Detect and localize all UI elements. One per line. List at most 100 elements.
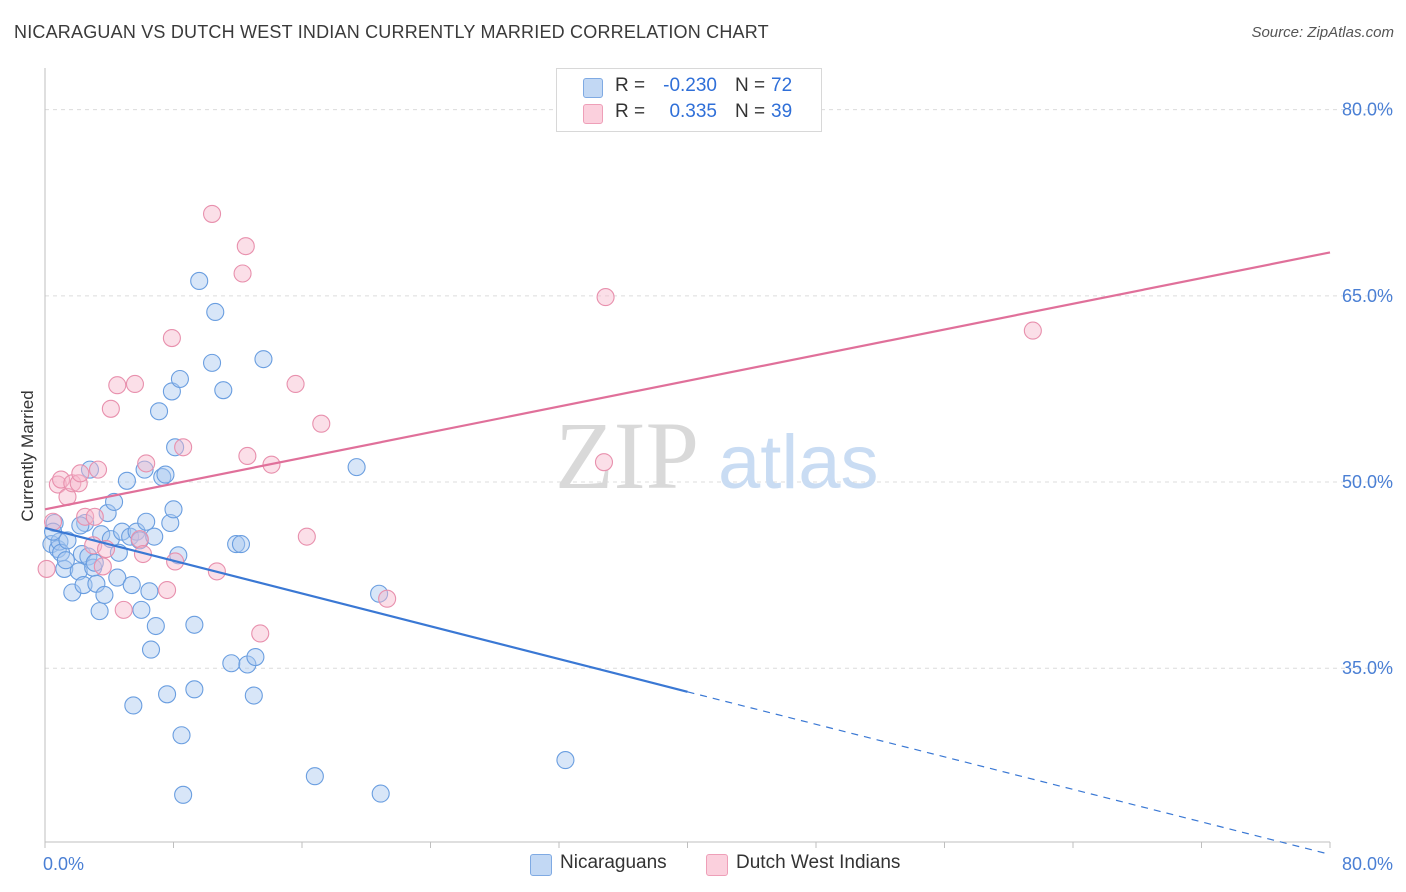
dutch-west-indians-point [378, 589, 397, 608]
nicaraguans-point [244, 686, 263, 705]
dutch-west-indians-point [93, 557, 112, 576]
legend-row-dutch-west-indians: R = 0.335 N = 39 [557, 101, 821, 127]
dutch-west-indians-point [286, 374, 305, 394]
nicaraguans-point [347, 458, 366, 477]
nicaraguans-point [108, 568, 127, 587]
legend-label: Dutch West Indians [736, 852, 901, 873]
dutch-west-indians-point [158, 580, 177, 600]
dutch-west-indians-point [238, 446, 257, 466]
watermark: ZIP atlas [555, 402, 879, 509]
y-tick-label: 50.0% [1342, 472, 1393, 492]
nicaraguans-point [185, 680, 204, 699]
nicaraguans-point [206, 302, 225, 322]
nicaraguans-point [214, 381, 233, 400]
gridlines [45, 109, 1392, 669]
nicaraguans-point [58, 531, 77, 550]
nicaraguans-point [140, 582, 159, 601]
chart-title: NICARAGUAN VS DUTCH WEST INDIAN CURRENTL… [14, 22, 769, 42]
r-value: 0.335 [669, 101, 717, 122]
n-label: N = [735, 75, 766, 96]
x-tick-label: 80.0% [1342, 854, 1393, 874]
dutch-west-indians-point [101, 399, 120, 418]
trend-lines [44, 251, 1331, 855]
nicaraguans-point [74, 576, 93, 595]
source-label: Source: ZipAtlas.com [1251, 24, 1394, 41]
nicaraguans-point [185, 615, 204, 634]
dutch-west-indians-point [596, 288, 615, 307]
r-label: R = [615, 101, 646, 122]
nicaraguans-point [122, 576, 141, 595]
nicaraguans-point [149, 402, 169, 421]
dutch-west-indians-point [174, 438, 193, 457]
tick-labels: 35.0% 50.0% 65.0% 80.0% 0.0% 80.0% [43, 100, 1393, 874]
nicaraguans-point [105, 492, 124, 511]
nicaraguans-point [63, 583, 82, 602]
nicaraguans-point [161, 513, 180, 533]
nicaraguans-point [556, 751, 575, 770]
nicaraguans-point [71, 516, 90, 535]
nicaraguans-point [145, 527, 164, 546]
dutch-west-indians-trend-line [44, 251, 1331, 511]
nicaraguans-point [117, 471, 136, 490]
n-label: N = [735, 101, 766, 122]
axes [44, 68, 1331, 848]
nicaraguans-point [124, 696, 143, 715]
nicaraguans-point [305, 767, 324, 786]
dutch-west-indians-point [71, 464, 90, 483]
y-tick-label: 35.0% [1342, 658, 1393, 678]
dutch-west-indians-point [312, 414, 331, 433]
y-tick-label: 80.0% [1342, 100, 1393, 120]
dutch-west-indians-point [52, 470, 71, 489]
nicaraguans-legend-icon [530, 854, 552, 876]
watermark-zip: ZIP [555, 402, 699, 509]
correlation-legend: R = -0.230 N = 72 R = 0.335 N = 39 [556, 68, 822, 132]
watermark-atlas: atlas [718, 420, 879, 505]
dutch-west-indians-point [48, 475, 67, 494]
x-tick-label: 0.0% [43, 854, 84, 874]
nicaraguans-point [56, 551, 75, 570]
nicaraguans-swatch-icon [583, 78, 603, 98]
dutch-west-indians-point [125, 374, 144, 394]
nicaraguans-point [158, 685, 177, 704]
dutch-west-indians-point [114, 600, 133, 619]
dutch-west-indians-point [137, 454, 156, 473]
nicaraguans-trend-extension [687, 691, 1331, 855]
r-value: -0.230 [663, 75, 717, 96]
nicaraguans-point [132, 600, 151, 619]
y-axis-label: Currently Married [18, 390, 37, 521]
r-label: R = [615, 75, 646, 96]
dutch-west-indians-point [37, 559, 56, 578]
dutch-west-indians-swatch-icon [583, 104, 603, 124]
dutch-west-indians-point [130, 530, 149, 549]
dutch-west-indians-point [108, 376, 127, 395]
nicaraguans-point [227, 535, 246, 554]
nicaraguans-point [156, 465, 175, 484]
dutch-west-indians-point [297, 527, 316, 546]
nicaraguans-point [231, 535, 251, 554]
nicaraguans-point [76, 513, 95, 533]
dutch-west-indians-point [236, 237, 255, 256]
data-points [37, 204, 1042, 804]
n-value: 39 [771, 101, 793, 122]
nicaraguans-point [371, 784, 390, 803]
dutch-west-indians-point [88, 460, 108, 479]
nicaraguans-point [190, 271, 209, 290]
nicaraguans-trend-line [44, 526, 688, 693]
nicaraguans-point [90, 602, 109, 621]
dutch-west-indians-point [203, 204, 222, 223]
y-tick-label: 65.0% [1342, 286, 1393, 306]
dutch-west-indians-point [162, 328, 181, 348]
nicaraguans-point [146, 616, 165, 636]
legend-row-nicaraguans: R = -0.230 N = 72 [557, 75, 821, 101]
n-value: 72 [771, 75, 793, 96]
nicaraguans-point [69, 562, 88, 581]
nicaraguans-point [246, 648, 265, 667]
nicaraguans-point [203, 353, 222, 372]
dutch-west-indians-point [251, 624, 270, 643]
nicaraguans-point [174, 785, 193, 804]
dutch-west-indians-point [594, 453, 614, 472]
dutch-west-indians-point [85, 507, 104, 526]
nicaraguans-point [137, 512, 156, 531]
dutch-west-indians-legend-icon [706, 854, 728, 876]
